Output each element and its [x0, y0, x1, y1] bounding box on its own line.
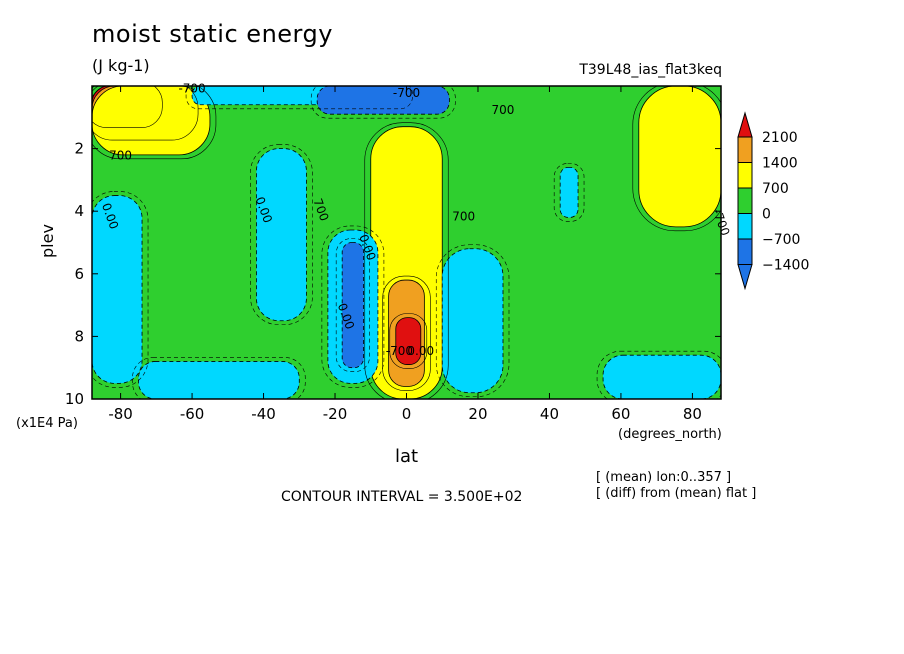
x-tick-label: 20	[468, 405, 487, 423]
contour-region-2	[92, 86, 211, 156]
contour-label-12: 0.00	[407, 344, 434, 358]
contour-region-4	[316, 86, 450, 115]
x-tick-label: 60	[611, 405, 630, 423]
colorbar-extend-max	[737, 111, 753, 138]
contour-line-15	[132, 357, 306, 399]
colorbar-label: 1400	[762, 156, 798, 172]
contour-label-8: -700	[386, 344, 413, 358]
contour-label-9: 700	[452, 210, 475, 224]
colorbar-box-0	[737, 136, 753, 163]
chart-units: (J kg-1)	[92, 56, 150, 75]
note-diff-from: [ (diff) from (mean) flat ]	[596, 486, 757, 501]
contour-line-12	[553, 163, 585, 222]
y-tick-label: 6	[74, 265, 84, 283]
x-tick-label: 40	[540, 405, 559, 423]
chart-title: moist static energy	[92, 20, 333, 48]
x-tick-label: -40	[251, 405, 276, 423]
contour-line-6	[382, 275, 431, 391]
colorbar-extend-min	[737, 264, 753, 291]
contour-line-14	[92, 191, 149, 388]
experiment-label: T39L48_ias_flat3keq	[579, 62, 722, 78]
contour-interval-text: CONTOUR INTERVAL = 3.500E+02	[281, 489, 523, 505]
contour-line-11	[435, 244, 510, 398]
contour-line-9	[321, 225, 385, 388]
contour-region-10	[341, 242, 365, 369]
x-tick-label: 80	[683, 405, 702, 423]
y-tick-label: 2	[74, 140, 84, 158]
colorbar-label: −700	[762, 232, 800, 248]
colorbar-label: 2100	[762, 130, 798, 146]
y-tick-label: 10	[65, 390, 84, 408]
y-tick-label: 4	[74, 202, 84, 220]
contour-region-16	[602, 354, 721, 399]
colorbar-label: 700	[762, 181, 789, 197]
contour-label-7: -700	[393, 86, 420, 100]
note-mean-lon: [ (mean) lon:0..357 ]	[596, 470, 732, 485]
contour-line-2	[92, 86, 217, 160]
y-axis-units: (x1E4 Pa)	[16, 416, 78, 431]
contour-line-7	[389, 313, 428, 369]
x-axis-units: (degrees_north)	[618, 427, 722, 442]
colorbar-label: −1400	[762, 258, 809, 274]
contour-region-15	[138, 361, 300, 399]
x-tick-label: -20	[323, 405, 348, 423]
contour-label-10: 700	[492, 103, 515, 117]
x-tick-label: 0	[402, 405, 412, 423]
x-axis-label: lat	[395, 446, 419, 467]
contour-region-7	[395, 317, 422, 365]
contour-line-3	[185, 86, 413, 110]
contour-line-0	[92, 86, 163, 128]
contour-line-1	[92, 86, 199, 141]
contour-label-0: 700	[109, 149, 132, 163]
contour-line-16	[596, 350, 721, 399]
contour-region-12	[559, 166, 579, 218]
contour-line-8	[250, 144, 313, 326]
contour-region-8	[255, 148, 307, 322]
contour-line-4	[310, 86, 456, 119]
contour-line-13	[632, 86, 721, 232]
x-tick-label: -80	[108, 405, 133, 423]
contour-region-11	[441, 248, 504, 394]
colorbar-box-2	[737, 187, 753, 214]
colorbar-box-1	[737, 162, 753, 189]
contour-region-14	[92, 195, 143, 384]
y-tick-label: 8	[74, 327, 84, 345]
contour-line-5	[364, 122, 449, 399]
x-tick-label: -60	[180, 405, 205, 423]
colorbar-box-3	[737, 213, 753, 240]
colorbar-label: 0	[762, 207, 771, 223]
contour-line-10	[335, 238, 370, 372]
colorbar-box-4	[737, 238, 753, 265]
contour-region-13	[638, 86, 721, 228]
